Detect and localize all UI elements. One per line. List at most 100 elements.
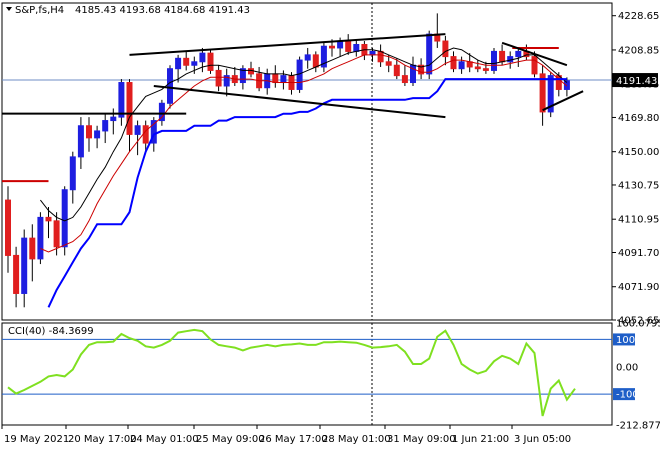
price-plot (2, 13, 612, 308)
candle-up (191, 61, 198, 66)
candle-up (61, 189, 68, 248)
price-tick-label: 4110.95 (618, 215, 659, 226)
candle-up (491, 50, 497, 71)
candle-up (150, 120, 157, 144)
candle-up (134, 125, 141, 135)
candle-up (369, 50, 376, 56)
chart-frames (1, 2, 613, 426)
indicator-line (47, 78, 567, 308)
price-tick-label: 4130.75 (618, 180, 659, 191)
ohlc-label: 4185.43 4193.68 4184.68 4191.43 (75, 5, 250, 16)
price-tick-label: 4052.65 (618, 316, 659, 327)
candle-up (563, 80, 570, 90)
cci-header: CCI(40) -84.3699 (8, 326, 94, 337)
chart-axes: 4228.654208.854189.054169.804150.004130.… (1, 11, 660, 445)
candle-up (21, 237, 28, 294)
candle-down (86, 125, 92, 139)
candle-down (385, 61, 392, 66)
candle-up (515, 50, 522, 58)
trendline (542, 90, 584, 112)
chart-header: S&P,fs,H4 4185.43 4193.68 4184.68 4191.4… (6, 5, 250, 16)
cci-plot (2, 328, 612, 417)
candle-up (175, 57, 182, 70)
cci-tick-label: -100 (616, 390, 639, 401)
candle-down (345, 40, 352, 52)
trendline (129, 33, 446, 56)
candle-up (239, 68, 246, 84)
candle-down (482, 68, 489, 71)
candle-up (158, 102, 165, 122)
time-tick-label: 20 May 17:00 (68, 434, 137, 445)
candle-up (110, 116, 117, 122)
candle-down (418, 64, 425, 75)
candle-down (393, 64, 400, 77)
candle-up (223, 75, 230, 87)
price-tick-label: 4208.85 (618, 45, 659, 56)
price-tick-label: 4169.80 (618, 113, 659, 124)
candle-up (547, 75, 554, 113)
time-tick-label: 28 May 01:00 (322, 434, 391, 445)
candle-up (507, 56, 514, 63)
candle-down (183, 57, 190, 66)
cci-tick-label: 0.00 (616, 362, 638, 373)
candle-down (5, 199, 11, 256)
candle-up (458, 61, 465, 70)
candle-down (13, 254, 20, 294)
current-price-label: 4191.43 (616, 76, 657, 87)
candle-up (353, 43, 360, 52)
candle-down (499, 50, 506, 63)
indicator-line (40, 54, 568, 253)
time-tick-label: 24 May 01:00 (130, 434, 199, 445)
candle-down (29, 237, 36, 260)
triangle-down-icon[interactable] (6, 7, 12, 11)
price-tick-label: 4150.00 (618, 147, 659, 158)
candle-down (215, 69, 222, 87)
time-tick-label: 1 Jun 21:00 (452, 434, 509, 445)
candle-down (474, 66, 481, 70)
price-tick-label: 4091.70 (618, 248, 659, 259)
candle-up (167, 68, 173, 104)
candle-down (531, 56, 538, 75)
candle-down (142, 125, 149, 144)
candle-up (320, 45, 327, 68)
time-tick-label: 25 May 09:00 (196, 434, 265, 445)
candle-down (126, 82, 133, 135)
candle-down (329, 45, 335, 49)
cci-tick-label: 100 (616, 335, 635, 346)
candle-down (207, 52, 214, 71)
candle-down (539, 73, 546, 113)
cci-panel-frame (1, 322, 613, 426)
time-tick-label: 19 May 2021 (4, 434, 69, 445)
candle-down (377, 50, 384, 63)
candle-down (53, 220, 60, 248)
candle-down (442, 40, 449, 58)
candle-up (77, 125, 84, 158)
time-tick-label: 31 May 09:00 (387, 434, 456, 445)
candle-up (69, 156, 76, 191)
trendline (153, 84, 446, 119)
cci-level-box (613, 388, 635, 401)
time-tick-label: 26 May 17:00 (259, 434, 328, 445)
price-tick-label: 4071.90 (618, 282, 659, 293)
candle-down (312, 54, 319, 68)
candle-up (102, 120, 109, 132)
cci-tick-label: 160.0795 (616, 319, 660, 330)
candle-up (118, 82, 125, 118)
trendline (501, 41, 568, 67)
cci-line (7, 328, 576, 417)
candle-down (401, 75, 408, 84)
cci-label: CCI(40) -84.3699 (8, 326, 94, 337)
price-tick-label: 4228.65 (618, 11, 659, 22)
cci-tick-label: -212.8774 (616, 421, 660, 432)
candle-up (304, 54, 311, 61)
candle-down (450, 56, 457, 70)
indicator-line (40, 47, 568, 222)
time-tick-label: 3 Jun 05:00 (514, 434, 571, 445)
symbol-label: S&P,fs,H4 (15, 5, 64, 16)
candle-down (272, 73, 279, 84)
price-panel-frame (1, 2, 613, 321)
candle-up (37, 216, 44, 260)
candle-up (94, 130, 101, 139)
